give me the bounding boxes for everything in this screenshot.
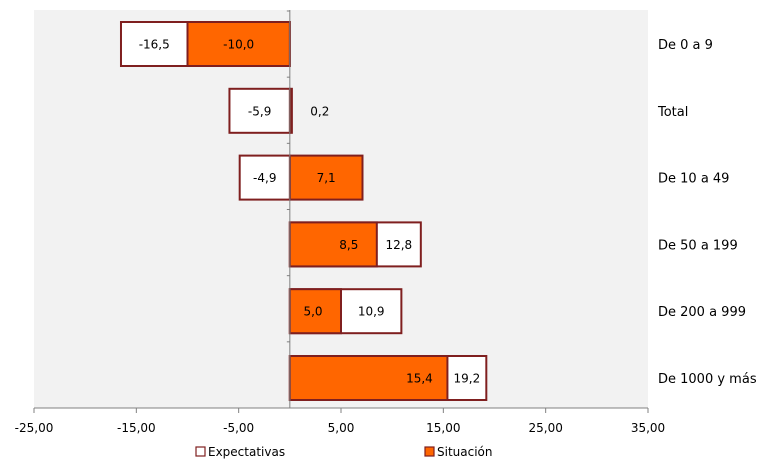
x-tick-label-4: 15,00 [426,421,460,435]
category-label-2: De 10 a 49 [658,172,729,187]
legend-situacion-swatch [424,446,435,457]
x-tick-label-1: -15,00 [117,421,156,435]
legend-expectativas-label: Expectativas [208,445,285,459]
x-tick-label-6: 35,00 [631,421,665,435]
bar-label-expectativas-2: -4,9 [253,171,276,185]
bar-label-situacion-2: 7,1 [317,171,336,185]
bar-label-expectativas-0: -16,5 [139,38,170,52]
bar-situacion-0 [186,21,291,67]
category-label-4: De 200 a 999 [658,305,746,320]
bar-situacion-4 [288,288,343,335]
bar-label-situacion-4: 5,0 [303,305,322,319]
bar-expectativas-2 [238,154,291,201]
bar-label-expectativas-5: 19,2 [454,372,481,386]
legend-expectativas-swatch [195,446,206,457]
bar-label-situacion-0: -10,0 [223,38,254,52]
bar-label-situacion-1: 0,2 [310,104,329,118]
bar-situacion-3 [288,221,378,268]
bar-label-situacion-3: 8,5 [339,238,358,252]
category-label-0: De 0 a 9 [658,38,713,53]
bar-label-expectativas-3: 12,8 [385,238,412,252]
category-label-5: De 1000 y más [658,372,757,387]
plot-area [34,10,648,408]
legend-expectativas: Expectativas [195,445,285,459]
x-tick-label-5: 25,00 [528,421,562,435]
category-label-3: De 50 a 199 [658,238,738,253]
bar-situacion-2 [288,154,364,201]
category-label-1: Total [657,105,688,120]
legend-situacion: Situación [424,445,493,459]
x-tick-label-0: -25,00 [15,421,54,435]
legend-situacion-label: Situación [437,445,493,459]
bar-situacion-5 [288,355,449,401]
bar-label-expectativas-1: -5,9 [248,104,271,118]
bar-label-situacion-5: 15,4 [406,372,433,386]
x-tick-label-2: -5,00 [223,421,254,435]
bar-label-expectativas-4: 10,9 [358,305,385,319]
x-tick-label-3: 5,00 [328,421,355,435]
